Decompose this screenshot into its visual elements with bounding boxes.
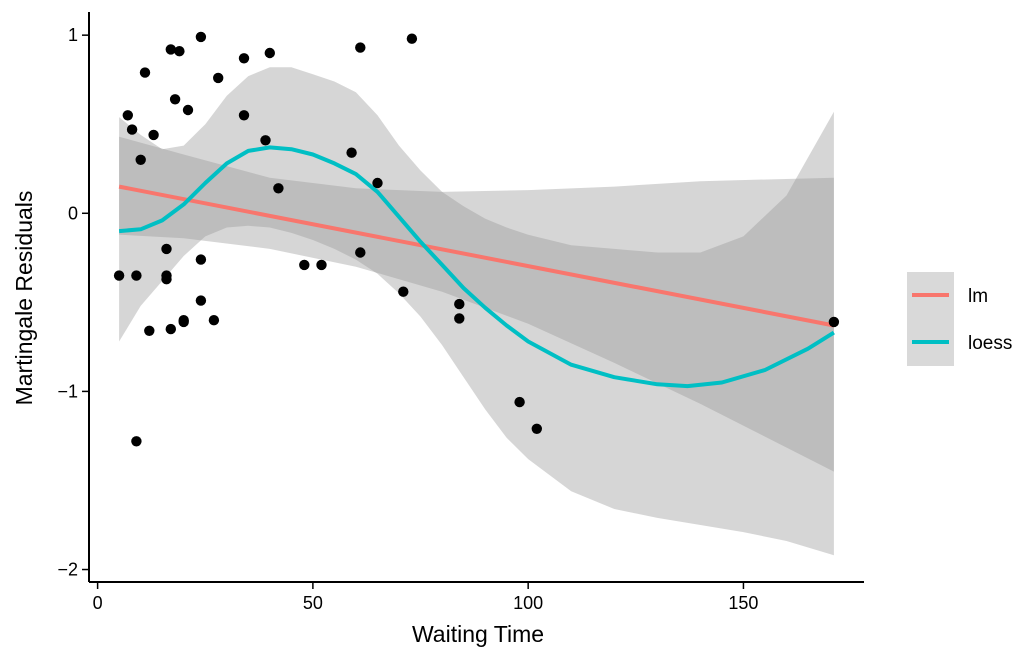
data-point — [161, 243, 172, 255]
data-point — [355, 247, 366, 258]
data-point — [195, 295, 207, 306]
data-point — [148, 129, 159, 141]
data-point — [122, 110, 133, 121]
data-point — [372, 177, 383, 189]
data-point — [454, 313, 465, 324]
y-tick-label: −1 — [57, 381, 78, 401]
data-point — [398, 286, 409, 297]
data-point — [346, 147, 357, 158]
data-point — [260, 135, 271, 146]
ticks: 0 50 100 150 1 0 −1 −2 — [57, 25, 758, 613]
legend-label-loess: loess — [968, 333, 1012, 354]
data-point — [273, 183, 284, 194]
data-point — [195, 31, 207, 43]
data-point — [144, 325, 155, 336]
data-point — [165, 44, 176, 55]
data-point — [213, 72, 224, 84]
data-point — [135, 154, 146, 165]
y-tick-label: 0 — [68, 203, 78, 223]
x-tick-label: 0 — [93, 593, 103, 613]
fit-line-lm — [118, 184, 835, 328]
y-tick-label: −2 — [57, 560, 78, 580]
data-point — [238, 110, 250, 121]
data-point — [195, 254, 207, 265]
x-tick-label: 50 — [303, 593, 323, 613]
fit-line-loess — [118, 145, 835, 389]
data-point — [514, 396, 525, 408]
ci-band-loess — [119, 67, 834, 556]
fit-lines — [118, 145, 835, 389]
data-point — [131, 270, 142, 281]
data-point — [355, 42, 366, 53]
x-axis-title: Waiting Time — [412, 621, 544, 647]
x-tick-label: 100 — [513, 593, 543, 613]
data-point — [828, 316, 840, 328]
y-tick-label: 1 — [68, 25, 78, 45]
axes — [88, 12, 864, 583]
data-point — [316, 259, 327, 271]
data-point — [299, 259, 310, 271]
legend: lm loess — [907, 272, 1012, 366]
data-point — [131, 436, 142, 447]
confidence-bands — [119, 67, 834, 556]
legend-label-lm: lm — [968, 286, 988, 307]
data-point — [208, 315, 220, 326]
x-tick-label: 150 — [728, 593, 758, 613]
data-point — [161, 274, 172, 285]
y-axis-title: Martingale Residuals — [11, 191, 37, 406]
data-point — [126, 124, 138, 135]
data-point — [169, 94, 181, 105]
data-point — [182, 104, 194, 116]
data-point — [113, 270, 125, 281]
data-points — [113, 31, 840, 447]
data-point — [238, 53, 250, 64]
data-point — [174, 46, 185, 57]
data-point — [531, 423, 542, 434]
data-point — [165, 323, 176, 335]
data-point — [264, 47, 275, 59]
data-point — [178, 316, 189, 328]
data-point — [406, 33, 418, 44]
data-point — [454, 298, 465, 310]
data-point — [139, 67, 151, 78]
